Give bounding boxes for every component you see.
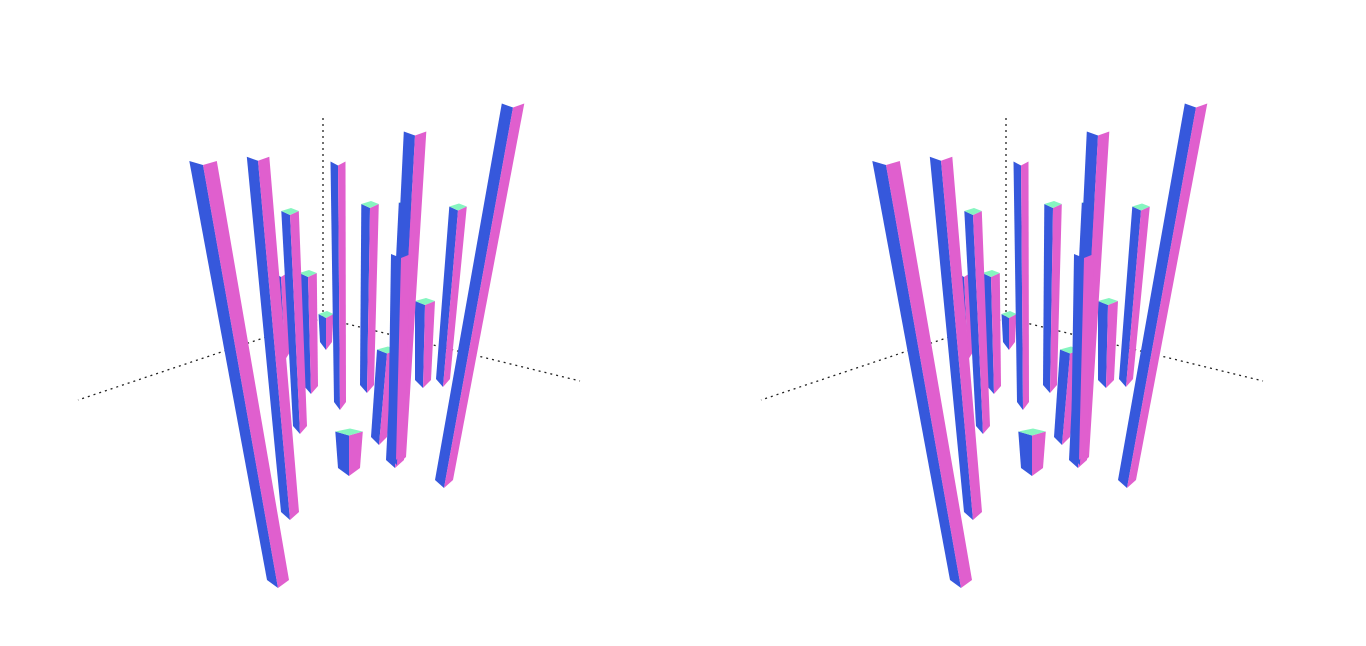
bar-b8-left-face bbox=[335, 431, 349, 476]
bar-b7-left-face bbox=[360, 204, 370, 393]
bar-b11-left-face bbox=[872, 161, 961, 588]
bar-b12-right-face bbox=[258, 156, 299, 521]
bar-b9-right-face bbox=[1126, 206, 1150, 387]
bar-b14-left bbox=[388, 254, 411, 460]
bar-b5-left-face bbox=[1098, 301, 1108, 388]
bar-b2-top-face bbox=[1001, 311, 1017, 318]
bar-b6-right bbox=[964, 208, 990, 434]
bar-b6-left-face bbox=[964, 211, 983, 434]
bar-b10-left-face bbox=[1054, 349, 1070, 445]
bar-b15-left-face bbox=[1118, 103, 1196, 488]
bar-b6-right-face bbox=[973, 211, 990, 434]
bar-b12-left-face bbox=[929, 156, 973, 521]
bar-b14-right bbox=[1071, 254, 1094, 460]
bar-b11-right bbox=[872, 161, 972, 588]
bar-b7-left-face bbox=[1043, 204, 1053, 393]
bar-b5-right-face bbox=[1106, 301, 1118, 388]
bar-b9-right bbox=[1119, 203, 1150, 387]
bar-b15-right-face bbox=[444, 103, 525, 488]
bar-b4-right bbox=[1013, 161, 1029, 410]
bar-b4-right-face bbox=[1021, 161, 1029, 410]
bar-b12-left bbox=[246, 156, 299, 521]
bar-b7-left bbox=[360, 201, 379, 393]
bar-b9-left-face bbox=[1119, 206, 1141, 387]
bar-b5-top-face bbox=[415, 298, 435, 305]
bar-b11-left-face bbox=[189, 161, 278, 588]
bar-b14-left-face bbox=[388, 254, 401, 460]
bar-b8-left bbox=[335, 428, 363, 476]
bar-b8-right-face bbox=[349, 431, 363, 476]
bar-b14-left-face bbox=[1071, 254, 1084, 460]
bar-b4-right-face bbox=[338, 161, 346, 410]
bar-b4-left-face bbox=[330, 161, 340, 410]
bar-b15-right bbox=[1118, 103, 1208, 488]
bar-b7-top-face bbox=[1044, 201, 1062, 208]
bar-b2-right-face bbox=[326, 314, 334, 350]
bar-b9-top-face bbox=[1132, 203, 1150, 211]
bar-b8-top-face bbox=[1018, 428, 1046, 436]
bar-b6-top-face bbox=[964, 208, 982, 215]
bar-b7-right-face bbox=[367, 204, 379, 393]
bar-b15-left-face bbox=[435, 103, 513, 488]
bar-b2-right bbox=[1001, 311, 1017, 350]
bar-b11-right-face bbox=[886, 161, 972, 588]
bar-b8-right-face bbox=[1032, 431, 1046, 476]
bar-b2-left-face bbox=[1001, 314, 1009, 350]
bar-b11-right-face bbox=[203, 161, 289, 588]
bar-b7-top-face bbox=[361, 201, 379, 208]
bar-b6-left-face bbox=[281, 211, 300, 434]
chart-view-left bbox=[77, 103, 581, 588]
bar-b5-top-face bbox=[1098, 298, 1118, 305]
bar-b15-left bbox=[435, 103, 525, 488]
bar-b5-left-face bbox=[415, 301, 425, 388]
bar-b9-top-face bbox=[449, 203, 467, 211]
bar-b3-right-face bbox=[991, 273, 1001, 394]
bar-b12-left-face bbox=[246, 156, 290, 521]
bar-b14-right-face bbox=[1079, 254, 1094, 460]
bar-b5-right-face bbox=[423, 301, 435, 388]
bar-b3-top-face bbox=[299, 270, 317, 277]
bar-b5-right bbox=[1098, 298, 1118, 388]
bar-b7-right-face bbox=[1050, 204, 1062, 393]
bar-b8-right bbox=[1018, 428, 1046, 476]
bar-b8-left-face bbox=[1018, 431, 1032, 476]
bar-b14-right-face bbox=[396, 254, 411, 460]
bar-b6-right-face bbox=[290, 211, 307, 434]
bar-b9-left bbox=[436, 203, 467, 387]
bar-b9-right-face bbox=[443, 206, 467, 387]
bar-b2-right-face bbox=[1009, 314, 1017, 350]
bar-b2-left bbox=[318, 311, 334, 350]
bar-b6-top-face bbox=[281, 208, 299, 215]
bar-b12-right bbox=[929, 156, 982, 521]
bar-b8-top-face bbox=[335, 428, 363, 436]
bar-b5-left bbox=[415, 298, 435, 388]
bar-b11-left bbox=[189, 161, 289, 588]
bar-b3-right-face bbox=[308, 273, 318, 394]
bar-b12-right-face bbox=[941, 156, 982, 521]
bar-b4-left-face bbox=[1013, 161, 1023, 410]
bar-b10-left-face bbox=[371, 349, 387, 445]
bar-b7-right bbox=[1043, 201, 1062, 393]
bar-b4-left bbox=[330, 161, 346, 410]
bar-b15-right-face bbox=[1127, 103, 1208, 488]
bar-b2-top-face bbox=[318, 311, 334, 318]
bar-b6-left bbox=[281, 208, 307, 434]
bar-b2-left-face bbox=[318, 314, 326, 350]
bar-b9-left-face bbox=[436, 206, 458, 387]
chart-view-right bbox=[760, 103, 1264, 588]
bar-b3-top-face bbox=[982, 270, 1000, 277]
